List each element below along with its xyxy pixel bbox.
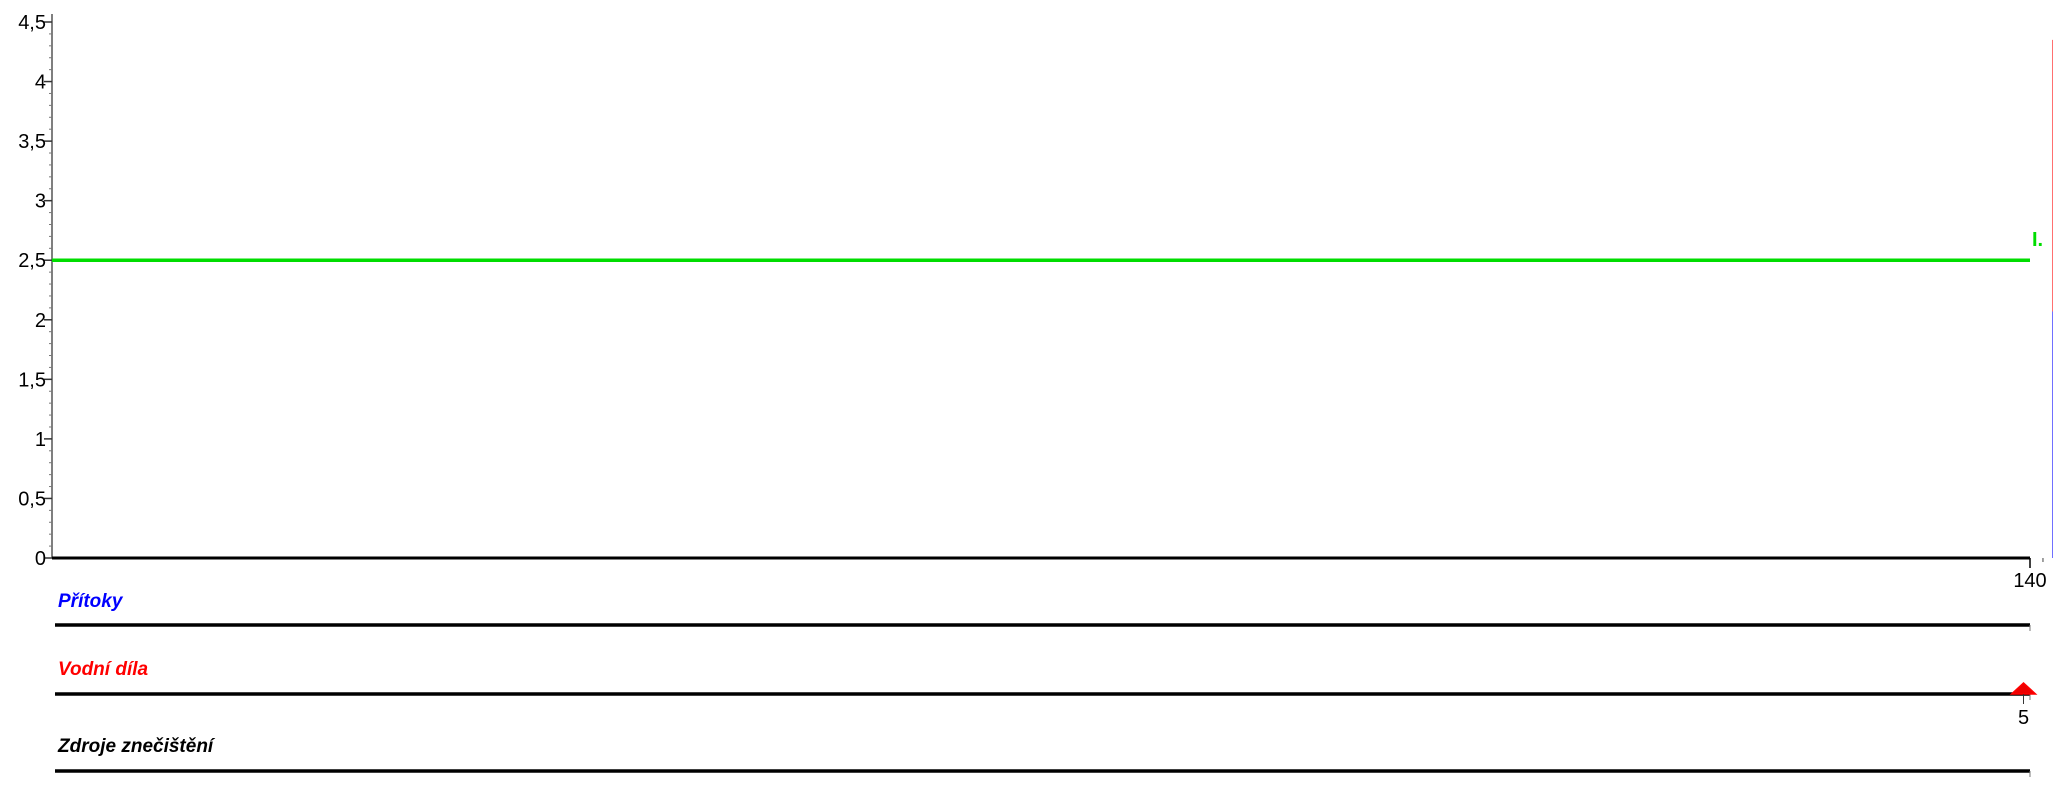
threshold-label: I. <box>2032 229 2043 251</box>
y-tick-label: 3 <box>35 191 46 213</box>
y-tick-label: 2,5 <box>18 250 46 272</box>
y-tick-label: 0 <box>35 548 46 570</box>
y-tick-label: 0,5 <box>18 488 46 510</box>
waterworks-marker <box>2009 681 2038 695</box>
y-tick-label: 4 <box>35 72 46 94</box>
marker-tracks: Přítoky11109876Vodní díla98765Zdroje zne… <box>55 591 2038 777</box>
y-tick-label: 4,5 <box>18 12 46 34</box>
x-tick-label: 140 <box>2013 570 2046 592</box>
chart-series: I. <box>52 39 2053 558</box>
y-tick-label: 1,5 <box>18 369 46 391</box>
chart-axes: 00,511,522,533,544,544042040038036034032… <box>18 12 2047 592</box>
tributaries-title: Přítoky <box>58 591 124 612</box>
waterworks-title: Vodní díla <box>58 659 149 680</box>
y-tick-label: 1 <box>35 429 46 451</box>
y-tick-label: 3,5 <box>18 131 46 153</box>
y-tick-label: 2 <box>35 310 46 332</box>
waterworks-marker-label: 5 <box>2018 707 2029 729</box>
pollution-sources-title: Zdroje znečištění <box>57 736 216 757</box>
